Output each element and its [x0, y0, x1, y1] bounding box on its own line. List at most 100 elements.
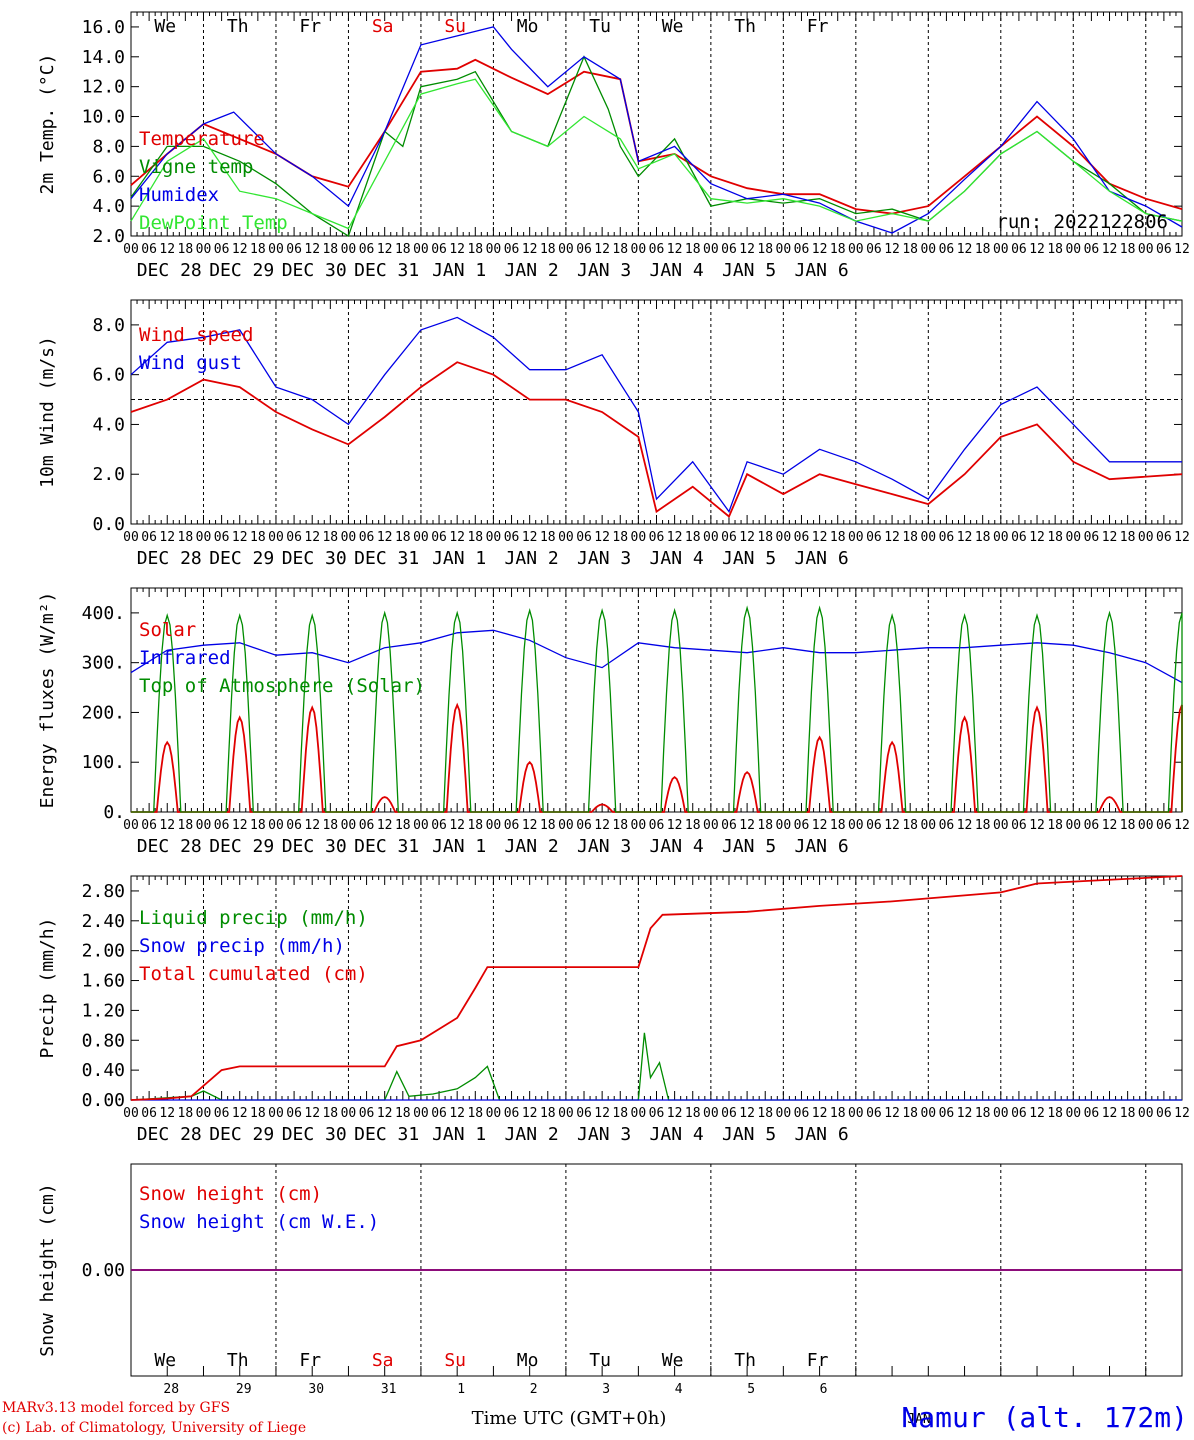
hour-tick-label: 18	[1047, 818, 1063, 833]
hour-tick-label: 00	[1065, 530, 1081, 545]
legend-entry: DewPoint Temp	[139, 212, 288, 234]
hour-tick-label: 12	[159, 818, 175, 833]
hour-tick-label: 12	[957, 530, 973, 545]
hour-tick-label: 00	[776, 530, 792, 545]
hour-tick-label: 06	[431, 530, 447, 545]
hour-tick-label: 18	[1120, 242, 1136, 257]
hour-tick-label: 00	[268, 1106, 284, 1121]
hour-tick-label: 00	[413, 818, 429, 833]
hour-tick-label: 12	[232, 818, 248, 833]
date-label: JAN 6	[794, 836, 848, 857]
hour-tick-label: 18	[395, 530, 411, 545]
day-number-label: 5	[747, 1382, 755, 1397]
date-label: JAN 2	[505, 548, 559, 569]
weekday-label: Fr	[299, 16, 321, 37]
legend-entry: Snow precip (mm/h)	[139, 935, 345, 957]
hour-tick-label: 06	[794, 1106, 810, 1121]
y-tick-label: 16.0	[82, 17, 125, 38]
hour-tick-label: 06	[504, 1106, 520, 1121]
y-tick-label: 200.	[82, 702, 125, 723]
y-tick-label: 300.	[82, 653, 125, 674]
weekday-label: Mo	[517, 16, 539, 37]
hour-tick-label: 18	[902, 818, 918, 833]
y-tick-label: 4.0	[92, 414, 125, 435]
hour-tick-label: 00	[413, 530, 429, 545]
hour-tick-label: 18	[540, 1106, 556, 1121]
hour-tick-label: 12	[1102, 1106, 1118, 1121]
hour-tick-label: 00	[123, 242, 139, 257]
hour-tick-label: 12	[232, 1106, 248, 1121]
hour-tick-label: 18	[1047, 242, 1063, 257]
hour-tick-label: 00	[1138, 818, 1154, 833]
hour-tick-label: 06	[866, 818, 882, 833]
hour-tick-label: 18	[902, 530, 918, 545]
hour-tick-label: 12	[812, 818, 828, 833]
legend-entry: Top of Atmosphere (Solar)	[139, 675, 425, 697]
hour-tick-label: 18	[612, 1106, 628, 1121]
hour-tick-label: 18	[540, 818, 556, 833]
hour-tick-label: 06	[286, 818, 302, 833]
hour-tick-label: 18	[757, 242, 773, 257]
hour-tick-label: 18	[1120, 818, 1136, 833]
y-tick-label: 0.	[103, 802, 125, 823]
legend-entry: Snow height (cm)	[139, 1183, 322, 1205]
series-line-total-cumulated-cm	[130, 875, 1183, 1101]
date-label: DEC 29	[209, 260, 274, 281]
date-label: JAN 5	[722, 836, 776, 857]
credit-model: MARv3.13 model forced by GFS	[2, 1400, 231, 1416]
hour-tick-label: 18	[830, 242, 846, 257]
date-label: JAN 1	[432, 260, 486, 281]
legend-entry: Liquid precip (mm/h)	[139, 907, 368, 929]
hour-tick-label: 00	[341, 1106, 357, 1121]
hour-tick-label: 06	[431, 1106, 447, 1121]
hour-tick-label: 12	[449, 242, 465, 257]
hour-tick-label: 00	[776, 242, 792, 257]
hour-tick-label: 18	[178, 242, 194, 257]
hour-tick-label: 06	[576, 242, 592, 257]
hour-tick-label: 06	[141, 1106, 157, 1121]
date-label: JAN 5	[722, 1124, 776, 1145]
weekday-label: We	[154, 16, 176, 37]
legend-entry: Total cumulated (cm)	[139, 963, 368, 985]
hour-tick-label: 00	[1138, 242, 1154, 257]
hour-tick-label: 18	[322, 530, 338, 545]
legend-entry: Vigne temp	[139, 156, 253, 178]
series-line-humidex	[130, 26, 1183, 234]
date-label: DEC 30	[282, 1124, 347, 1145]
hour-tick-label: 18	[467, 818, 483, 833]
hour-tick-label: 00	[123, 818, 139, 833]
hour-tick-label: 06	[214, 818, 230, 833]
y-axis-label: 2m Temp. (°C)	[37, 54, 58, 195]
hour-tick-label: 18	[975, 818, 991, 833]
day-number-label: 6	[820, 1382, 828, 1397]
hour-tick-label: 00	[558, 530, 574, 545]
hour-tick-label: 18	[322, 818, 338, 833]
hour-tick-label: 00	[631, 818, 647, 833]
hour-tick-label: 12	[594, 530, 610, 545]
series-line-top-of-atmosphere-solar	[131, 605, 1183, 813]
weekday-label: Th	[227, 1350, 249, 1371]
hour-tick-label: 12	[377, 818, 393, 833]
hour-tick-label: 12	[1029, 1106, 1045, 1121]
y-tick-label: 2.80	[82, 881, 125, 902]
hour-tick-label: 00	[558, 818, 574, 833]
hour-tick-label: 06	[721, 818, 737, 833]
hour-tick-label: 00	[703, 530, 719, 545]
hour-tick-label: 00	[703, 242, 719, 257]
hour-tick-label: 18	[540, 242, 556, 257]
date-label: JAN 4	[650, 1124, 704, 1145]
hour-tick-label: 06	[214, 530, 230, 545]
date-label: JAN 4	[650, 260, 704, 281]
hour-tick-label: 12	[739, 818, 755, 833]
series-line-liquid-precip-mm-h	[130, 1032, 1182, 1101]
date-label: DEC 28	[137, 548, 202, 569]
y-tick-label: 4.0	[92, 196, 125, 217]
hour-tick-label: 00	[268, 530, 284, 545]
hour-tick-label: 12	[159, 1106, 175, 1121]
hour-tick-label: 06	[1011, 1106, 1027, 1121]
hour-tick-label: 06	[431, 818, 447, 833]
y-tick-label: 400.	[82, 603, 125, 624]
hour-tick-label: 18	[395, 242, 411, 257]
hour-tick-label: 12	[739, 1106, 755, 1121]
